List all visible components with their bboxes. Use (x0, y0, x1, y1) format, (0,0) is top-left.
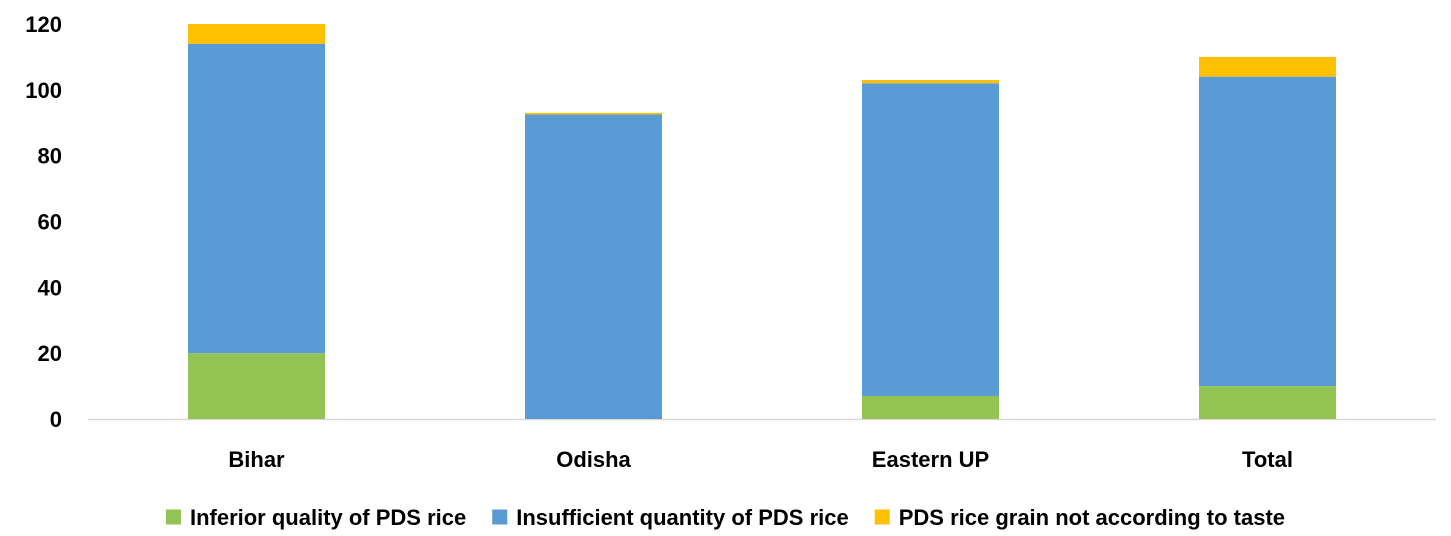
bar-segment-bihar-series-0 (188, 353, 325, 419)
bar-segment-bihar-series-2 (188, 24, 325, 44)
legend-swatch (165, 509, 181, 525)
legend-item: Inferior quality of PDS rice (165, 505, 466, 530)
bar-segment-eastern-up-series-0 (862, 395, 999, 419)
x-category-label: Total (1242, 447, 1293, 472)
bars-layer (188, 24, 1336, 419)
y-tick-label: 40 (38, 275, 62, 300)
bar-segment-total-series-2 (1199, 56, 1336, 77)
legend-swatch (874, 509, 890, 525)
legend-label: Inferior quality of PDS rice (190, 505, 466, 530)
y-tick-label: 60 (38, 210, 62, 235)
legend-swatch (492, 509, 508, 525)
y-tick-label: 100 (25, 78, 62, 103)
x-category-label: Bihar (228, 447, 285, 472)
y-tick-label: 80 (38, 144, 62, 169)
legend-item: PDS rice grain not according to taste (874, 505, 1285, 530)
legend-label: PDS rice grain not according to taste (899, 505, 1285, 530)
y-tick-label: 0 (50, 407, 62, 432)
axis-layer: 0 20 40 60 80 100 120 (25, 12, 1436, 432)
bar-segment-total-series-1 (1199, 76, 1336, 387)
x-category-label: Odisha (556, 447, 631, 472)
x-category-label: Eastern UP (872, 447, 989, 472)
bar-segment-eastern-up-series-2 (862, 79, 999, 84)
bar-segment-odisha-series-2 (525, 112, 662, 115)
category-labels: Bihar Odisha Eastern UP Total (228, 447, 1293, 472)
y-tick-label: 120 (25, 12, 62, 37)
bar-segment-bihar-series-1 (188, 43, 325, 354)
bar-segment-eastern-up-series-1 (862, 83, 999, 396)
y-tick-label: 20 (38, 341, 62, 366)
bar-segment-total-series-0 (1199, 386, 1336, 419)
legend-label: Insufficient quantity of PDS rice (516, 505, 848, 530)
legend: Inferior quality of PDS rice Insufficient… (165, 505, 1285, 530)
bar-segment-odisha-series-1 (525, 114, 662, 419)
legend-item: Insufficient quantity of PDS rice (492, 505, 849, 530)
